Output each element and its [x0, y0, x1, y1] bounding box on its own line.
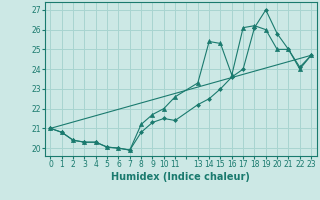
X-axis label: Humidex (Indice chaleur): Humidex (Indice chaleur) [111, 172, 250, 182]
